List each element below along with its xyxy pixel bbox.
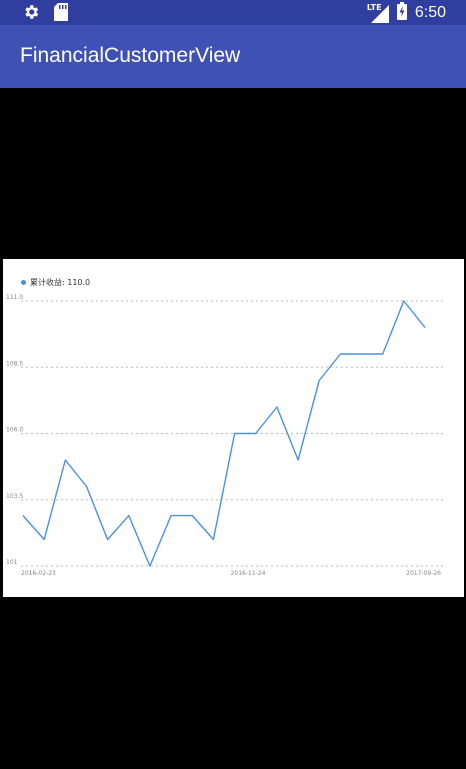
status-bar: LTE 6:50 xyxy=(0,0,466,25)
y-tick-label: 106.0 xyxy=(6,427,23,434)
clock: 6:50 xyxy=(414,4,446,21)
legend-marker xyxy=(21,280,26,285)
chart-legend: 累计收益: 110.0 xyxy=(21,277,90,288)
y-tick-label: 101 xyxy=(6,559,18,566)
x-tick-label: 2017-09-26 xyxy=(406,570,441,577)
signal-icon: LTE xyxy=(367,3,389,23)
x-tick-label: 2016-02-23 xyxy=(21,570,56,577)
y-tick-label: 111.0 xyxy=(6,294,23,301)
y-tick-label: 108.5 xyxy=(6,360,23,367)
x-tick-label: 2016-11-24 xyxy=(231,570,266,577)
chart-plot: 101 103.5 106.0 108.5 111.0 2016-02-23 2016-11… xyxy=(6,294,443,577)
app-bar: FinancialCustomerView xyxy=(0,25,466,88)
legend-label: 累计收益: 110.0 xyxy=(30,278,91,287)
network-type-label: LTE xyxy=(366,3,382,12)
page-title: FinancialCustomerView xyxy=(20,44,241,67)
series-line xyxy=(22,300,426,567)
sd-card-icon xyxy=(54,3,68,25)
settings-icon xyxy=(22,3,40,25)
battery-icon xyxy=(396,2,407,24)
content-area: 累计收益: 110.0 101 103.5 106.0 108.5 111.0 2016-… xyxy=(0,88,466,769)
line-chart[interactable]: 累计收益: 110.0 101 103.5 106.0 108.5 111.0 2016-… xyxy=(3,259,464,597)
y-tick-label: 103.5 xyxy=(6,493,23,500)
